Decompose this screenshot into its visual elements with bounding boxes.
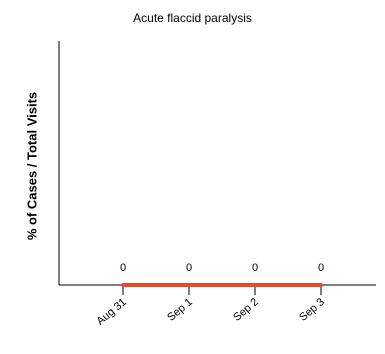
x-tick-label: Aug 31 <box>94 296 128 328</box>
data-label: 0 <box>120 262 126 274</box>
data-label: 0 <box>186 262 192 274</box>
data-label: 0 <box>318 262 324 274</box>
x-tick-label: Sep 1 <box>165 296 195 324</box>
data-point <box>319 283 323 287</box>
data-point <box>253 283 257 287</box>
data-label: 0 <box>252 262 258 274</box>
data-point <box>121 283 125 287</box>
data-point <box>187 283 191 287</box>
chart-title: Acute flaccid paralysis <box>133 11 252 25</box>
x-tick-label: Sep 3 <box>297 296 327 324</box>
x-tick-label: Sep 2 <box>231 296 261 324</box>
